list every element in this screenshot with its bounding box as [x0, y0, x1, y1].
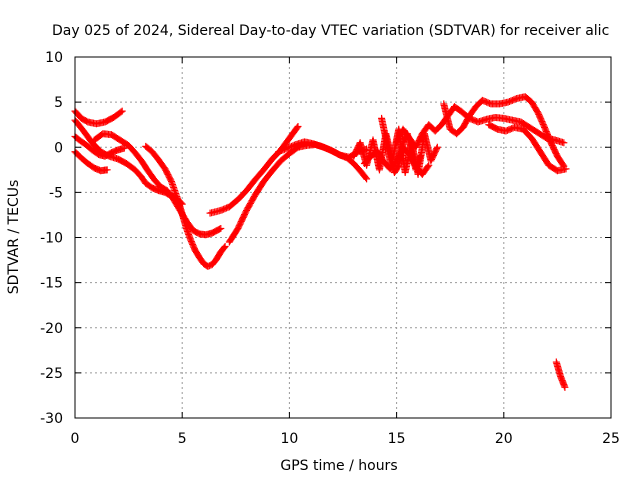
series-arc-6: [142, 142, 229, 270]
data-point: [118, 107, 126, 115]
data-point: [363, 175, 371, 183]
x-axis-label: GPS time / hours: [280, 458, 397, 474]
data-point: [433, 143, 441, 151]
data-point: [220, 244, 228, 252]
series-arc-7: [206, 122, 302, 217]
data-point: [362, 174, 370, 182]
data-point: [217, 224, 225, 232]
data-point: [221, 243, 229, 251]
series-arc-4: [71, 148, 111, 175]
x-tick-label: 15: [388, 431, 406, 447]
x-tick-label: 0: [71, 431, 80, 447]
x-tick-label: 5: [178, 431, 187, 447]
x-tick-label: 10: [280, 431, 298, 447]
y-tick-label: -15: [40, 276, 63, 292]
series-arc-9: [275, 138, 371, 183]
y-tick-label: 0: [54, 140, 63, 156]
y-tick-label: 5: [54, 95, 63, 111]
series-arc-15: [485, 121, 570, 175]
grid: [75, 57, 611, 418]
series-arc-16: [552, 358, 569, 391]
axis-ticks: 0 5 10 15 20 25 -30 -25 -20 -15 -10 -5 0 5 10: [40, 50, 620, 447]
data-point: [293, 124, 301, 132]
y-tick-label: -5: [49, 185, 63, 201]
y-tick-label: -10: [40, 231, 63, 247]
data-points: [71, 93, 570, 391]
y-tick-label: -25: [40, 366, 63, 382]
x-tick-label: 25: [602, 431, 620, 447]
series-arc-12: [360, 143, 433, 178]
y-tick-label: -20: [40, 321, 63, 337]
data-point: [294, 122, 302, 130]
y-tick-label: 10: [45, 50, 63, 66]
y-axis-label: SDTVAR / TECUs: [6, 180, 22, 295]
data-point: [416, 152, 424, 160]
data-point: [562, 165, 570, 173]
series-arc-14: [440, 93, 568, 170]
series-arc-3: [71, 132, 128, 160]
series-arc-5: [90, 130, 225, 239]
data-point: [117, 108, 125, 116]
data-point: [561, 383, 569, 391]
data-point: [560, 139, 568, 147]
chart-title: Day 025 of 2024, Sidereal Day-to-day VTE…: [52, 23, 609, 39]
data-point: [216, 225, 224, 233]
y-tick-label: -30: [40, 411, 63, 427]
data-point: [103, 166, 111, 174]
x-tick-label: 20: [495, 431, 513, 447]
data-point: [433, 145, 441, 153]
data-point: [425, 161, 433, 169]
data-point: [424, 163, 432, 171]
data-point: [120, 144, 128, 152]
